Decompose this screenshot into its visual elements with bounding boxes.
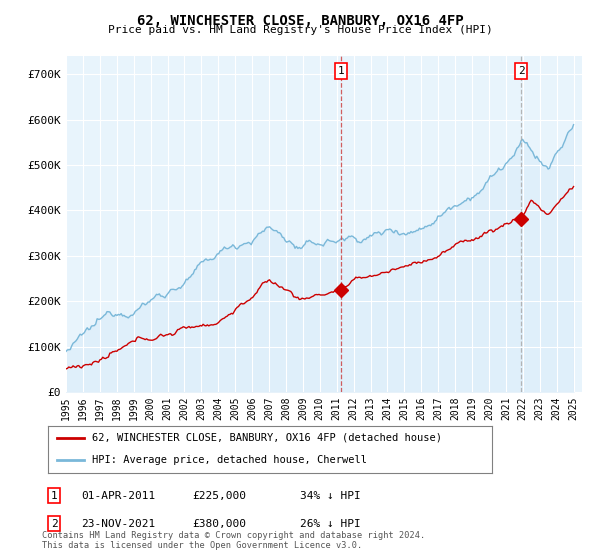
Text: 01-APR-2011: 01-APR-2011 [81, 491, 155, 501]
Text: 62, WINCHESTER CLOSE, BANBURY, OX16 4FP (detached house): 62, WINCHESTER CLOSE, BANBURY, OX16 4FP … [92, 432, 442, 442]
Text: Contains HM Land Registry data © Crown copyright and database right 2024.
This d: Contains HM Land Registry data © Crown c… [42, 530, 425, 550]
Text: 1: 1 [338, 66, 344, 76]
Text: 62, WINCHESTER CLOSE, BANBURY, OX16 4FP: 62, WINCHESTER CLOSE, BANBURY, OX16 4FP [137, 14, 463, 28]
Text: Price paid vs. HM Land Registry's House Price Index (HPI): Price paid vs. HM Land Registry's House … [107, 25, 493, 35]
Text: 23-NOV-2021: 23-NOV-2021 [81, 519, 155, 529]
Text: 1: 1 [50, 491, 58, 501]
Text: HPI: Average price, detached house, Cherwell: HPI: Average price, detached house, Cher… [92, 455, 367, 465]
Text: £225,000: £225,000 [192, 491, 246, 501]
Text: £380,000: £380,000 [192, 519, 246, 529]
Text: 26% ↓ HPI: 26% ↓ HPI [300, 519, 361, 529]
Text: 34% ↓ HPI: 34% ↓ HPI [300, 491, 361, 501]
Text: 2: 2 [50, 519, 58, 529]
Text: 2: 2 [518, 66, 524, 76]
